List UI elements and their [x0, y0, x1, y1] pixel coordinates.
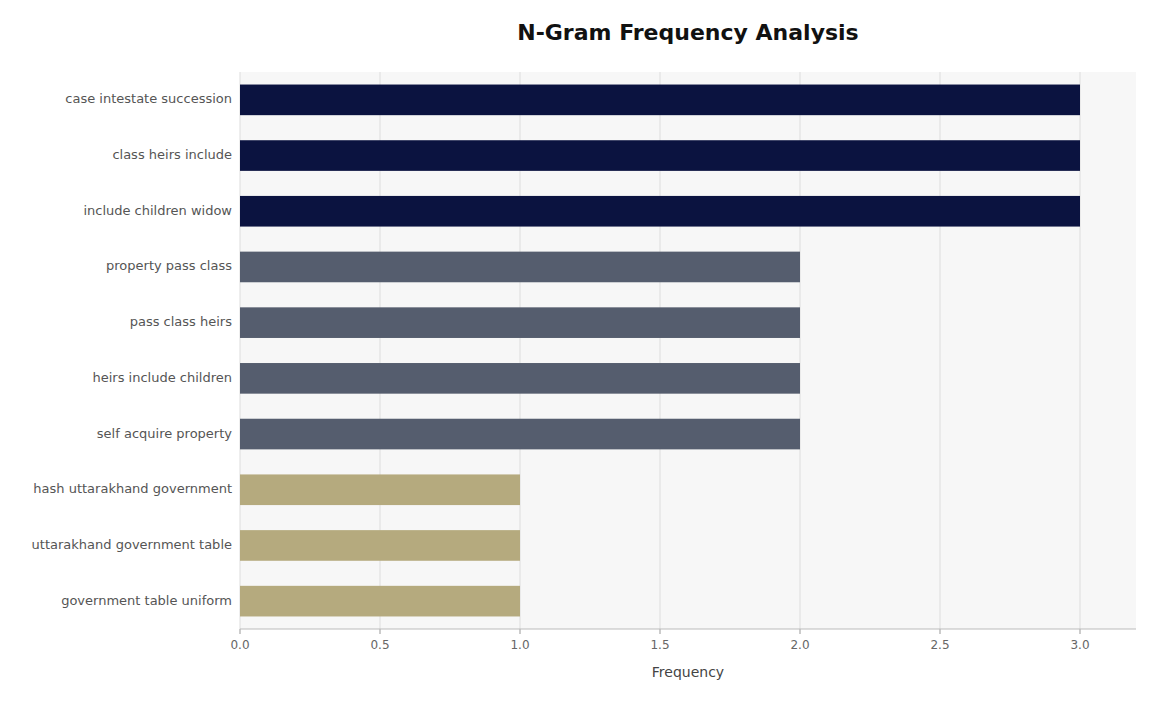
bar	[240, 252, 800, 283]
bar	[240, 196, 1080, 227]
tick-label: 0.5	[370, 638, 389, 652]
bar	[240, 586, 520, 617]
bar	[240, 530, 520, 561]
y-axis: government table uniform uttarakhand gove…	[32, 91, 233, 607]
category-label: pass class heirs	[130, 314, 232, 329]
tick-label: 1.0	[510, 638, 529, 652]
category-label: uttarakhand government table	[32, 537, 232, 552]
category-label: class heirs include	[112, 147, 232, 162]
category-label: case intestate succession	[65, 91, 232, 106]
category-label: include children widow	[83, 203, 232, 218]
bar	[240, 307, 800, 338]
tick-mark	[800, 629, 801, 634]
category-label: government table uniform	[61, 593, 232, 608]
category-label: property pass class	[106, 258, 232, 273]
tick-label: 2.5	[930, 638, 949, 652]
chart-title: N-Gram Frequency Analysis	[517, 20, 858, 45]
chart-container: 0.0 0.5 1.0 1.5 2.0 2.5 3.0 government table un…	[0, 0, 1176, 701]
bar	[240, 140, 1080, 171]
bar	[240, 474, 520, 505]
bar	[240, 419, 800, 450]
category-label: self acquire property	[97, 426, 232, 441]
plot-area	[240, 72, 1136, 629]
tick-mark	[660, 629, 661, 634]
tick-mark	[1080, 629, 1081, 634]
tick-label: 1.5	[650, 638, 669, 652]
bar	[240, 85, 1080, 116]
tick-label: 2.0	[790, 638, 809, 652]
chart: 0.0 0.5 1.0 1.5 2.0 2.5 3.0 government table un…	[0, 0, 1176, 701]
category-label: heirs include children	[93, 370, 233, 385]
tick-mark	[240, 629, 241, 634]
bar	[240, 363, 800, 394]
tick-label: 0.0	[230, 638, 249, 652]
x-axis-label: Frequency	[652, 664, 724, 680]
bars	[240, 85, 1080, 617]
tick-mark	[380, 629, 381, 634]
tick-mark	[940, 629, 941, 634]
tick-label: 3.0	[1070, 638, 1089, 652]
tick-mark	[520, 629, 521, 634]
axis-line	[240, 629, 1136, 630]
x-axis: 0.0 0.5 1.0 1.5 2.0 2.5 3.0	[230, 72, 1089, 652]
category-label: hash uttarakhand government	[33, 481, 232, 496]
